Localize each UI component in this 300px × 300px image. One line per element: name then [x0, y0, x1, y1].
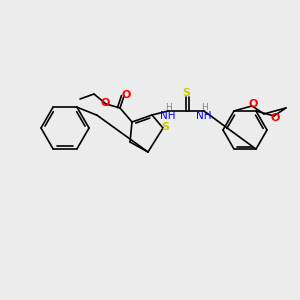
Text: NH: NH [160, 111, 176, 121]
Text: S: S [161, 122, 169, 132]
Text: H: H [165, 103, 171, 112]
Text: O: O [121, 90, 131, 100]
Text: O: O [248, 99, 258, 109]
Text: O: O [270, 113, 280, 123]
Text: NH: NH [196, 111, 212, 121]
Text: O: O [100, 98, 110, 108]
Text: S: S [182, 88, 190, 98]
Text: H: H [201, 103, 207, 112]
